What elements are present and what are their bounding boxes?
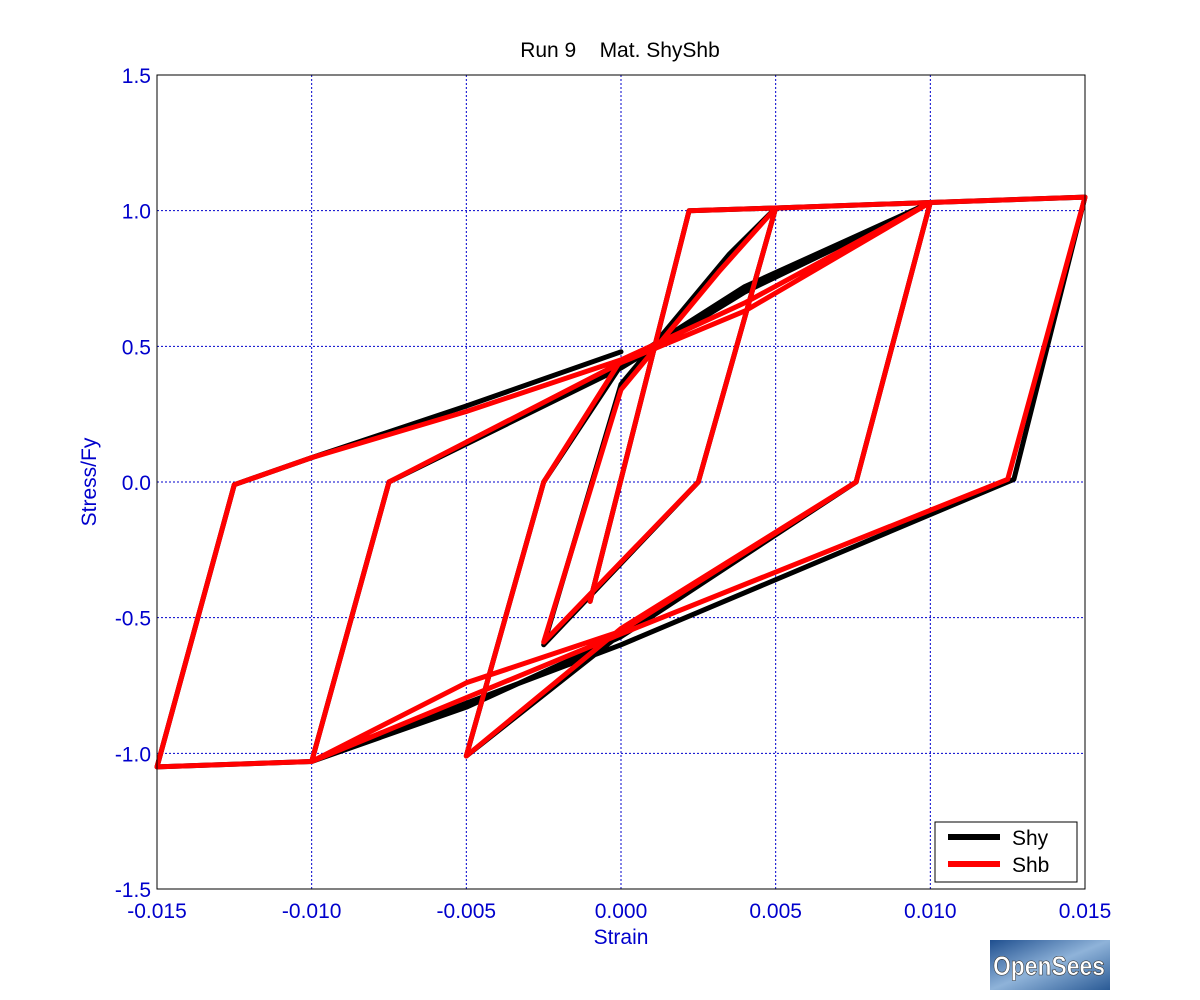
plot-frame (156, 74, 1086, 890)
x-tick-label: 0.015 (1059, 900, 1112, 923)
y-tick-label: 1.5 (122, 65, 151, 88)
logo-text: OpenSees (993, 951, 1105, 981)
y-tick-label: -1.0 (115, 743, 151, 766)
y-tick-label: 1.0 (122, 201, 151, 224)
y-tick-label: -1.5 (115, 879, 151, 902)
y-axis-label: Stress/Fy (78, 437, 101, 526)
x-tick-label: -0.010 (282, 900, 342, 923)
chart-title: Run 9 Mat. ShyShb (520, 39, 720, 62)
y-tick-label: 0.0 (122, 472, 151, 495)
x-tick-label: -0.015 (127, 900, 187, 923)
x-tick-label: -0.005 (437, 900, 497, 923)
x-tick-label: 0.005 (749, 900, 802, 923)
x-tick-label: 0.010 (904, 900, 957, 923)
legend: Shy Shb (934, 821, 1078, 883)
x-tick-label: 0.000 (595, 900, 648, 923)
tick-labels: -0.015 -0.010 -0.005 0.000 0.005 0.010 0.015 -1… (115, 65, 1111, 923)
legend-label-shy: Shy (1012, 827, 1049, 850)
y-tick-label: 0.5 (122, 336, 151, 359)
logo-background (990, 940, 1110, 990)
legend-label-shb: Shb (1012, 854, 1049, 877)
x-axis-label: Strain (594, 926, 649, 949)
legend-box (934, 821, 1078, 883)
opensees-logo: OpenSees (990, 940, 1110, 990)
y-tick-label: -0.5 (115, 608, 151, 631)
